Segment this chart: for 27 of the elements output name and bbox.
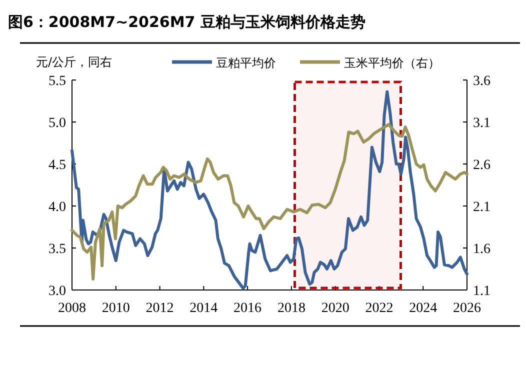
y-tick-label: 3.0	[48, 284, 66, 299]
x-tick-label: 2014	[190, 301, 218, 316]
line-series	[70, 123, 468, 281]
x-tick-label: 2022	[365, 301, 394, 316]
y-axis-title: 元/公斤，同右	[36, 55, 112, 69]
y-tick-label: 4.0	[48, 200, 66, 215]
chart-title: 图6：2008M7~2026M7 豆粕与玉米饲料价格走势	[8, 13, 366, 31]
y-tick-label: 5.5	[48, 74, 66, 89]
legend-label: 玉米平均价（右）	[344, 56, 440, 70]
x-tick-label: 2020	[321, 301, 350, 316]
y-tick-label: 3.5	[48, 242, 66, 257]
y-tick-label: 5.0	[48, 116, 66, 131]
y2-tick-label: 3.6	[473, 74, 490, 89]
y2-tick-label: 1.6	[473, 242, 490, 257]
y-tick-label: 4.5	[48, 158, 66, 173]
y2-tick-label: 2.1	[473, 200, 490, 215]
y2-tick-label: 2.6	[473, 158, 490, 173]
x-tick-label: 2018	[277, 301, 306, 316]
x-tick-label: 2024	[409, 301, 438, 316]
x-tick-label: 2016	[234, 301, 262, 316]
x-tick-label: 2012	[146, 301, 174, 316]
x-tick-label: 2010	[102, 301, 130, 316]
y2-tick-label: 3.1	[473, 116, 490, 131]
x-tick-label: 2026	[453, 301, 481, 316]
legend-label: 豆粕平均价	[216, 56, 276, 70]
y2-tick-label: 1.1	[473, 284, 490, 299]
x-tick-label: 2008	[58, 301, 86, 316]
